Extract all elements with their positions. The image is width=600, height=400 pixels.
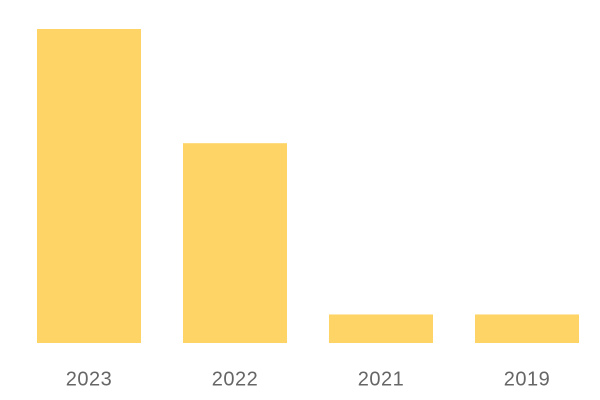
x-tick-label: 2022	[212, 368, 259, 390]
x-tick-label: 2023	[66, 368, 113, 390]
bar	[329, 314, 433, 343]
x-tick-label: 2019	[504, 368, 551, 390]
x-tick-label: 2021	[358, 368, 405, 390]
bar	[475, 314, 579, 343]
bar	[37, 29, 141, 343]
bar	[183, 143, 287, 343]
